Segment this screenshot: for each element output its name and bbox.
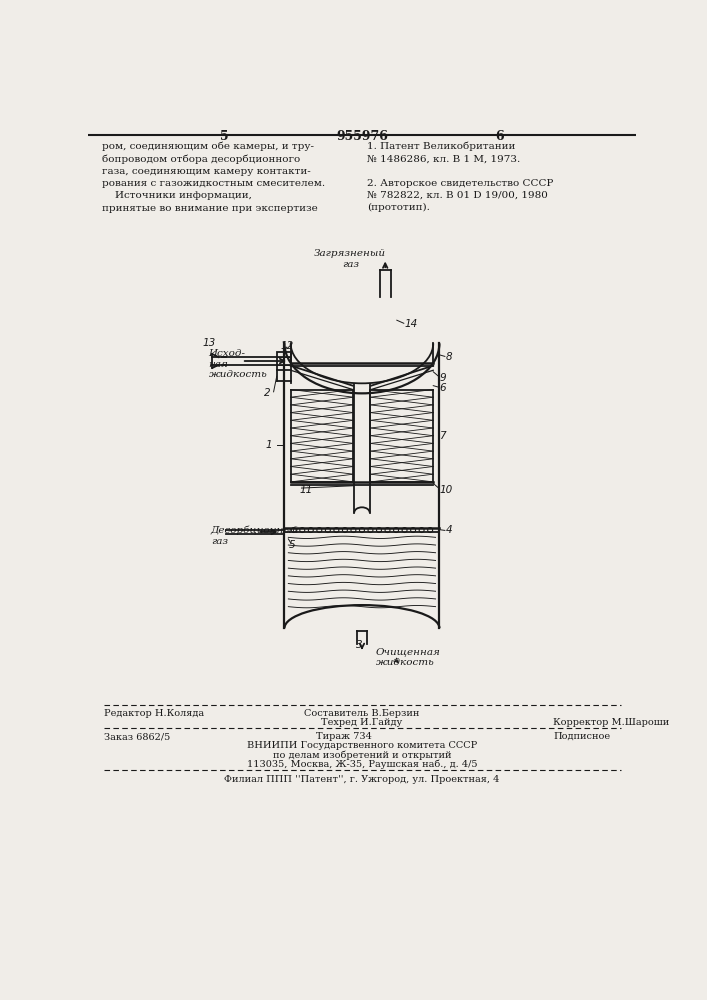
- Text: ВНИИПИ Государственного комитета СССР: ВНИИПИ Государственного комитета СССР: [247, 741, 477, 750]
- Text: 113035, Москва, Ж-35, Раушская наб., д. 4/5: 113035, Москва, Ж-35, Раушская наб., д. …: [247, 760, 477, 769]
- Text: 955976: 955976: [336, 130, 388, 143]
- Bar: [276, 352, 291, 370]
- Text: Редактор Н.Коляда: Редактор Н.Коляда: [104, 709, 204, 718]
- Text: 7: 7: [440, 431, 446, 441]
- Text: 5: 5: [289, 540, 296, 550]
- Text: 2: 2: [264, 388, 271, 398]
- Text: Очищенная
жидкость: Очищенная жидкость: [376, 647, 440, 667]
- Text: Загрязненый
газ: Загрязненый газ: [315, 249, 386, 269]
- Text: 5: 5: [221, 130, 229, 143]
- Text: 14: 14: [404, 319, 418, 329]
- Text: Филиал ППП ''Патент'', г. Ужгород, ул. Проектная, 4: Филиал ППП ''Патент'', г. Ужгород, ул. П…: [224, 774, 500, 784]
- Text: 9: 9: [440, 373, 446, 383]
- Text: 4: 4: [445, 525, 452, 535]
- Text: 6: 6: [495, 130, 503, 143]
- Text: 6: 6: [440, 383, 446, 393]
- Text: 1: 1: [266, 440, 272, 450]
- Text: Корректор М.Шароши: Корректор М.Шароши: [554, 718, 670, 727]
- Text: 1. Патент Великобритании
№ 1486286, кл. В 1 М, 1973.

2. Авторское свидетельство: 1. Патент Великобритании № 1486286, кл. …: [368, 142, 554, 212]
- Text: 8: 8: [445, 352, 452, 362]
- Text: ром, соединяющим обе камеры, и тру-
бопроводом отбора десорбционного
газа, соеди: ром, соединяющим обе камеры, и тру- бопр…: [103, 142, 325, 213]
- Text: Исход-
ная
жидкость: Исход- ная жидкость: [209, 349, 267, 379]
- Text: Техред И.Гайду: Техред И.Гайду: [321, 718, 402, 727]
- Text: Подписное: Подписное: [554, 732, 611, 741]
- Text: Составитель В.Берзин: Составитель В.Берзин: [304, 709, 420, 718]
- Text: Десорбционный
газ: Десорбционный газ: [211, 526, 299, 546]
- Text: Тираж 734: Тираж 734: [316, 732, 372, 741]
- Text: Заказ 6862/5: Заказ 6862/5: [104, 732, 170, 741]
- Text: 13: 13: [203, 338, 216, 348]
- Text: по делам изобретений и открытий: по делам изобретений и открытий: [273, 751, 451, 760]
- Text: 10: 10: [440, 485, 452, 495]
- Text: 12: 12: [280, 341, 293, 351]
- Text: 11: 11: [300, 485, 313, 495]
- Text: 3: 3: [356, 640, 363, 650]
